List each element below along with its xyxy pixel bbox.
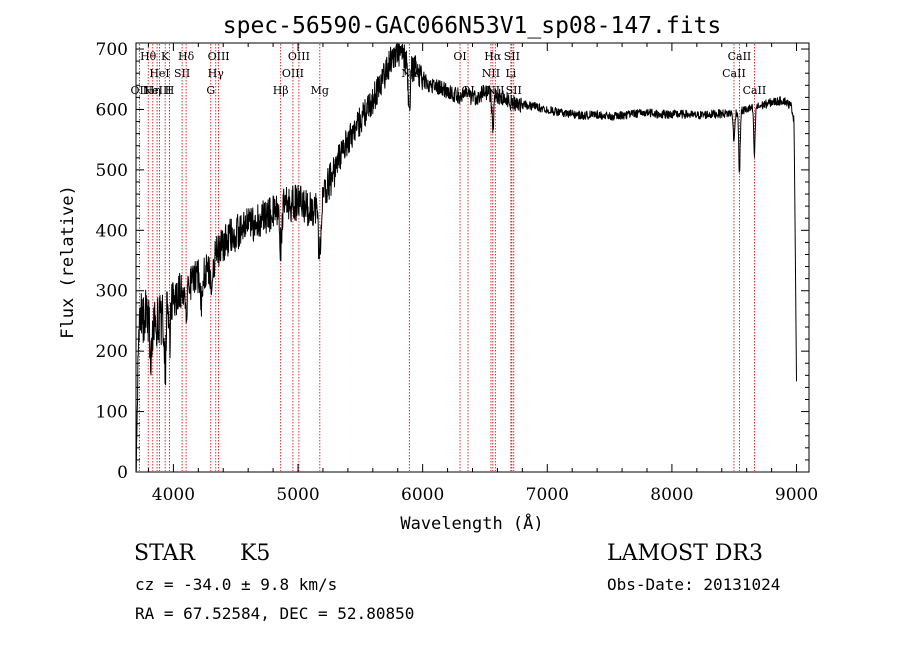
line-marker-label: OIII (288, 50, 310, 63)
line-marker-label: OIII (208, 50, 230, 63)
line-marker-label: H (165, 84, 175, 97)
y-axis-ticks: 0 100 200 300 400 500 600 700 (96, 40, 809, 483)
y-axis-label: Flux (relative) (58, 185, 78, 339)
x-tick-label: 6000 (401, 485, 444, 505)
plot-frame (135, 42, 810, 473)
observation-date: Obs-Date: 20131024 (607, 575, 780, 594)
y-tick-label: 200 (96, 342, 128, 362)
x-axis-ticks: 4000 5000 6000 7000 8000 9000 (147, 43, 818, 505)
y-tick-label: 700 (96, 40, 128, 60)
x-tick-label: 9000 (775, 485, 818, 505)
line-marker-label: Hβ (273, 84, 289, 97)
line-marker-label: CaII (728, 50, 752, 63)
line-marker-label: G (206, 84, 215, 97)
chart-title: spec-56590-GAC066N53V1_sp08-147.fits (223, 13, 722, 39)
line-marker-label: Hγ (208, 67, 225, 80)
object-class: STAR (134, 541, 196, 566)
survey-name: LAMOST DR3 (607, 541, 763, 566)
line-marker-label: K (161, 50, 170, 63)
x-tick-label: 8000 (650, 485, 693, 505)
line-marker-label: CaII (743, 84, 767, 97)
line-marker-label: Hδ (178, 50, 195, 63)
line-marker-label: NeIII (142, 84, 171, 97)
y-tick-label: 500 (96, 161, 128, 181)
spectrum-line (135, 43, 797, 472)
line-marker-label: HeI (149, 67, 169, 80)
redshift-cz: cz = -34.0 ± 9.8 km/s (135, 575, 337, 594)
line-marker-label: Hθ (140, 50, 157, 63)
line-marker-label: Mg (311, 84, 329, 97)
line-markers (138, 44, 755, 471)
line-marker-label: Li (505, 67, 516, 80)
y-tick-label: 100 (96, 403, 128, 423)
line-marker-label: Hη (145, 84, 161, 97)
y-tick-label: 300 (96, 282, 128, 302)
y-tick-label: 400 (96, 221, 128, 241)
y-tick-label: 0 (117, 463, 128, 483)
x-tick-label: 5000 (276, 485, 319, 505)
line-marker-label: OIII (282, 67, 304, 80)
line-marker-label: SII (506, 84, 522, 97)
line-marker-label: OI (453, 50, 466, 63)
line-marker-label: NII (482, 67, 500, 80)
ra-dec-coordinates: RA = 67.52584, DEC = 52.80850 (135, 604, 414, 623)
y-tick-label: 600 (96, 100, 128, 120)
x-tick-label: 4000 (152, 485, 195, 505)
line-marker-label: SII (504, 50, 520, 63)
line-marker-label: Hα (484, 50, 502, 63)
line-marker-label: OII (131, 84, 149, 97)
x-tick-label: 7000 (526, 485, 569, 505)
line-marker-label: CaII (722, 67, 746, 80)
line-marker-label: SII (174, 67, 190, 80)
object-subclass: K5 (240, 541, 270, 566)
x-axis-label: Wavelength (Å) (400, 512, 543, 534)
